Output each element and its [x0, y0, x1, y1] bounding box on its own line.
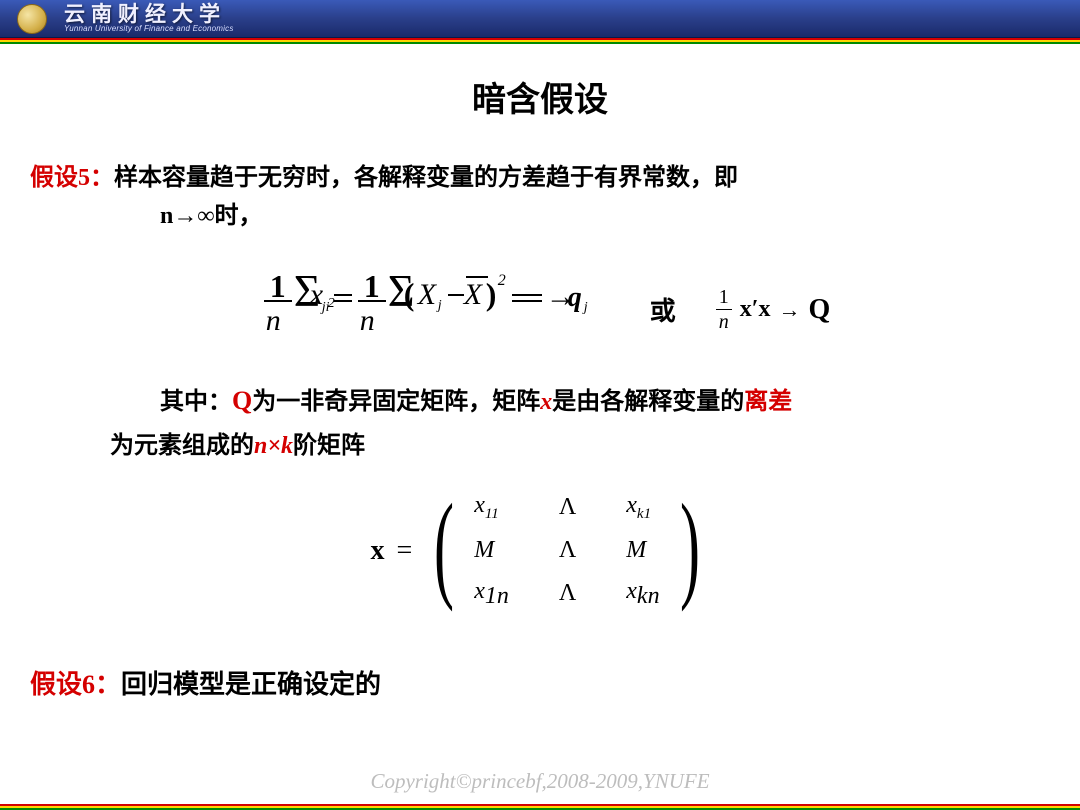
university-name-en: Yunnan University of Finance and Economi…: [64, 25, 234, 33]
explain-part2: 是由各解释变量的: [552, 389, 744, 415]
eq-X: X: [418, 278, 436, 312]
explain-line2a: 为元素组成的: [110, 433, 254, 459]
eq-sub-j: j: [438, 298, 442, 314]
eq-right-arrow: →: [778, 297, 800, 323]
explain-line2b: 阶矩阵: [293, 433, 365, 459]
equation-row: 1 n Σ x 2 ji 1 n Σ ( X j X: [30, 270, 1050, 350]
explain-prefix: 其中：: [160, 389, 232, 415]
eq-q-sub: j: [584, 300, 588, 316]
assumption-6-text: 回归模型是正确设定的: [121, 670, 381, 699]
matrix-equation: x = ( x11 Λ xk1 M Λ M x1n Λ xkn ): [30, 486, 1050, 617]
assumption-5-text-1: 样本容量趋于无穷时，各解释变量的方差趋于有界常数，即: [114, 165, 738, 191]
explain-line-1: 其中：Q为一非奇异固定矩阵，矩阵x是由各解释变量的离差: [30, 380, 1050, 422]
logo-circle: [17, 4, 47, 34]
eq-sub-ji: ji: [322, 300, 330, 316]
bottom-color-band: [0, 804, 1080, 810]
eq-right-xx: x′x: [740, 296, 771, 323]
explain-part1: 为一非奇异固定矩阵，矩阵: [252, 389, 540, 415]
matrix-lhs: x: [370, 535, 384, 567]
explain-Q: Q: [232, 386, 252, 415]
eq-frac2-den: n: [360, 304, 375, 338]
slide-content: 暗含假设 假设5：样本容量趋于无穷时，各解释变量的方差趋于有界常数，即 n→∞时…: [0, 44, 1080, 804]
header-bar: 云南财经大学 Yunnan University of Finance and …: [0, 0, 1080, 38]
matrix-eq-sign: =: [396, 535, 412, 567]
eq-right-Q: Q: [808, 294, 830, 326]
university-name: 云南财经大学 Yunnan University of Finance and …: [64, 4, 234, 33]
explain-x: x: [540, 389, 552, 415]
eq-frac1-den: n: [266, 304, 281, 338]
matrix-left-paren: (: [434, 486, 454, 617]
university-logo: [0, 0, 64, 38]
explain-nxk: n×k: [254, 433, 293, 459]
matrix-grid: x11 Λ xk1 M Λ M x1n Λ xkn: [464, 486, 669, 617]
footer-copyright: Copyright©princebf,2008-2009,YNUFE: [0, 769, 1080, 794]
assumption-5-label: 假设5：: [30, 165, 114, 191]
assumption-5: 假设5：样本容量趋于无穷时，各解释变量的方差趋于有界常数，即 n→∞时，: [30, 159, 1050, 236]
equation-left: 1 n Σ x 2 ji 1 n Σ ( X j X: [250, 270, 610, 350]
assumption-5-text-2: n→∞时，: [30, 197, 1050, 235]
university-name-cn: 云南财经大学: [64, 4, 234, 25]
equation-right: 1 n x′x → Q: [716, 287, 831, 332]
eq-Xbar: X: [464, 278, 482, 312]
eq-right-den: n: [719, 310, 729, 332]
explain-line-2: 为元素组成的n×k阶矩阵: [30, 427, 1050, 465]
equation-or: 或: [650, 291, 676, 328]
matrix-right-paren: ): [680, 486, 700, 617]
assumption-6: 假设6：回归模型是正确设定的: [30, 672, 1050, 698]
explain-lichai: 离差: [744, 389, 792, 415]
page-title: 暗含假设: [30, 72, 1050, 121]
assumption-6-label: 假设6：: [30, 670, 121, 699]
eq-exp2: 2: [498, 272, 506, 290]
eq-right-num: 1: [716, 287, 732, 310]
